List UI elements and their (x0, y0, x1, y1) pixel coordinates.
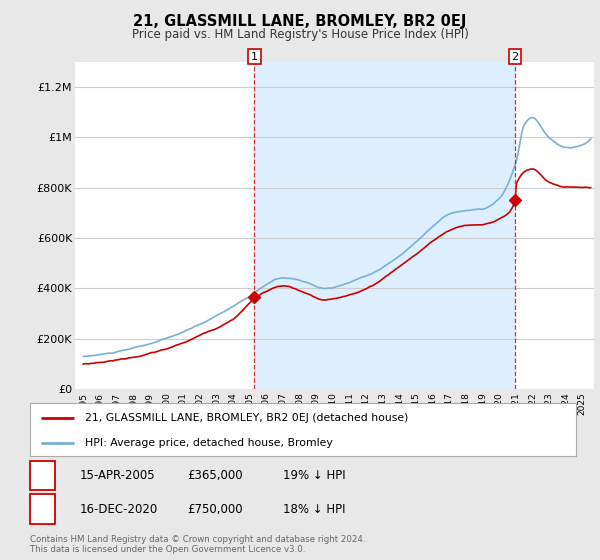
Text: 19% ↓ HPI: 19% ↓ HPI (283, 469, 346, 482)
Text: 16-DEC-2020: 16-DEC-2020 (79, 502, 157, 516)
Text: HPI: Average price, detached house, Bromley: HPI: Average price, detached house, Brom… (85, 437, 332, 447)
Text: £750,000: £750,000 (187, 502, 243, 516)
Text: 2: 2 (39, 502, 46, 516)
Text: 1: 1 (251, 52, 258, 62)
Text: 21, GLASSMILL LANE, BROMLEY, BR2 0EJ: 21, GLASSMILL LANE, BROMLEY, BR2 0EJ (133, 14, 467, 29)
Text: 15-APR-2005: 15-APR-2005 (79, 469, 155, 482)
Text: 21, GLASSMILL LANE, BROMLEY, BR2 0EJ (detached house): 21, GLASSMILL LANE, BROMLEY, BR2 0EJ (de… (85, 413, 408, 423)
Text: 18% ↓ HPI: 18% ↓ HPI (283, 502, 346, 516)
Text: Price paid vs. HM Land Registry's House Price Index (HPI): Price paid vs. HM Land Registry's House … (131, 28, 469, 41)
Text: Contains HM Land Registry data © Crown copyright and database right 2024.
This d: Contains HM Land Registry data © Crown c… (30, 535, 365, 554)
Text: £365,000: £365,000 (187, 469, 243, 482)
Bar (254, 62, 515, 389)
Text: 2: 2 (512, 52, 519, 62)
Text: 1: 1 (39, 469, 46, 482)
